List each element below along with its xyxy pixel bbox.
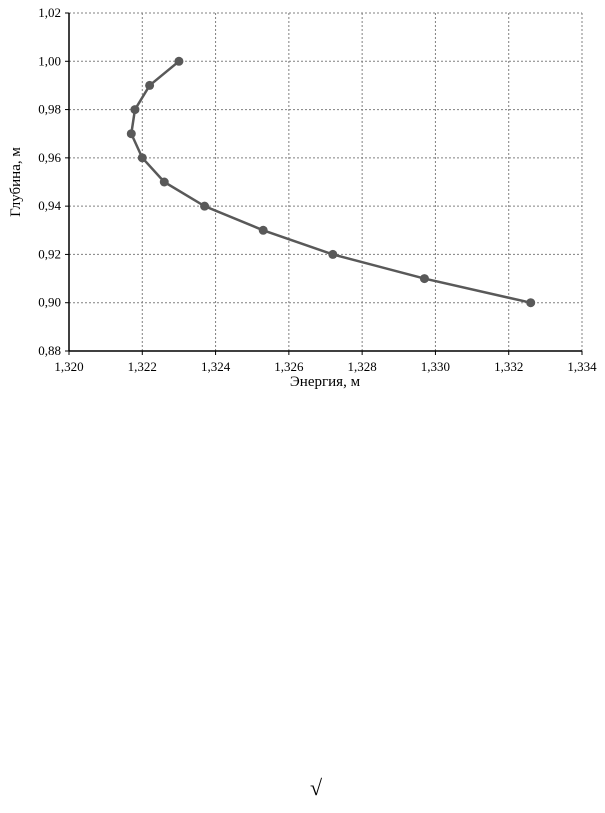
footer-symbol: √: [310, 775, 323, 800]
data-point: [159, 177, 169, 187]
y-tick-label: 0,94: [38, 198, 61, 213]
x-tick-label: 1,332: [494, 359, 523, 374]
x-tick-label: 1,328: [348, 359, 377, 374]
data-point: [126, 129, 136, 139]
data-point: [130, 105, 140, 115]
data-point: [145, 80, 155, 90]
x-tick-label: 1,320: [54, 359, 83, 374]
x-tick-label: 1,334: [567, 359, 597, 374]
y-tick-label: 0,96: [38, 150, 61, 165]
x-tick-label: 1,326: [274, 359, 304, 374]
y-tick-label: 0,88: [38, 343, 61, 358]
data-point: [258, 225, 268, 235]
y-tick-label: 1,02: [38, 5, 61, 20]
y-tick-label: 0,98: [38, 102, 61, 117]
x-tick-label: 1,330: [421, 359, 450, 374]
data-line: [130, 60, 531, 304]
y-axis-label: Глубина, м: [8, 147, 24, 217]
x-axis-label: Энергия, м: [290, 374, 361, 390]
data-point: [328, 249, 338, 259]
x-tick-label: 1,324: [201, 359, 231, 374]
y-tick-label: 0,92: [38, 246, 61, 261]
data-point: [526, 298, 536, 308]
data-point: [137, 153, 147, 163]
data-point: [174, 56, 184, 66]
x-tick-label: 1,322: [128, 359, 157, 374]
data-point: [200, 201, 210, 211]
data-point: [419, 274, 429, 284]
y-tick-label: 0,90: [38, 295, 61, 310]
y-tick-label: 1,00: [38, 53, 61, 68]
